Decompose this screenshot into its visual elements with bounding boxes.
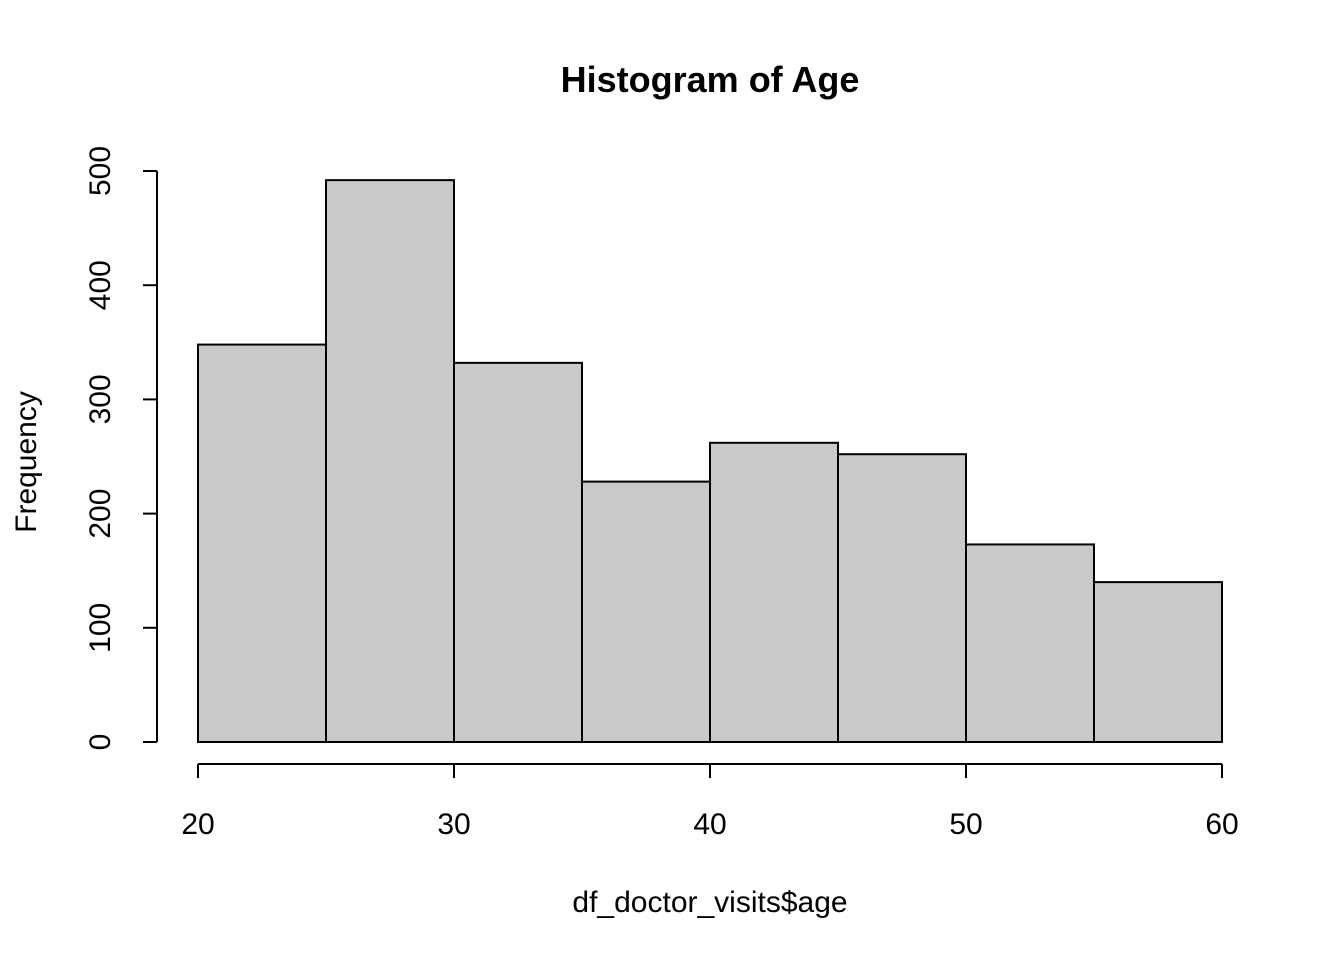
y-tick-label-0: 0 <box>84 734 117 751</box>
x-axis-title: df_doctor_visits$age <box>572 886 847 919</box>
x-tick-label-50: 50 <box>949 808 982 841</box>
chart-title: Histogram of Age <box>561 59 860 100</box>
histogram-bar-1 <box>325 179 455 744</box>
x-tick-label-30: 30 <box>437 808 470 841</box>
y-tick-label-300: 300 <box>84 374 117 424</box>
y-tick-label-200: 200 <box>84 489 117 539</box>
histogram-bar-2 <box>453 361 583 743</box>
x-axis: 20 30 40 50 60 <box>181 763 1239 841</box>
histogram-bar-7 <box>1093 581 1223 743</box>
y-tick-label-100: 100 <box>84 603 117 653</box>
y-axis: 0 100 200 300 400 500 <box>84 146 158 751</box>
histogram-bar-6 <box>965 543 1095 744</box>
y-tick-label-400: 400 <box>84 260 117 310</box>
histogram-bar-5 <box>837 453 967 743</box>
histogram-bar-3 <box>581 480 711 743</box>
x-tick-label-60: 60 <box>1205 808 1238 841</box>
histogram-bar-4 <box>709 441 839 743</box>
y-axis-title: Frequency <box>10 391 43 533</box>
bars-group <box>197 179 1223 744</box>
x-tick-label-40: 40 <box>693 808 726 841</box>
x-tick-label-20: 20 <box>181 808 214 841</box>
histogram-bar-0 <box>197 343 327 743</box>
y-tick-label-500: 500 <box>84 146 117 196</box>
